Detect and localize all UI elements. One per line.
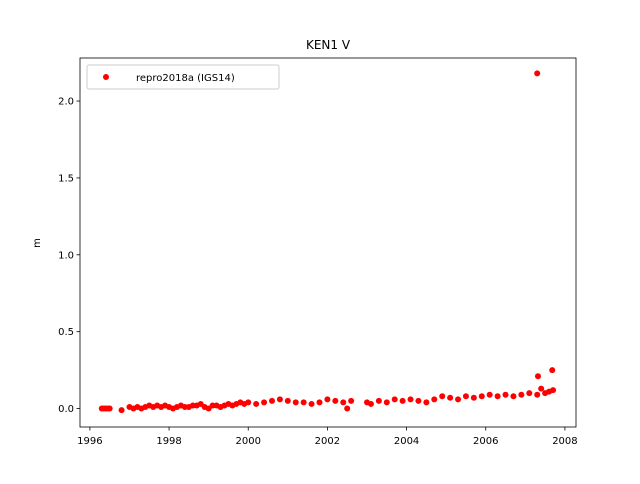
x-tick-label: 1996 — [77, 436, 102, 447]
data-point — [284, 397, 291, 404]
data-point — [348, 397, 355, 404]
data-point — [470, 394, 477, 401]
data-point — [375, 397, 382, 404]
data-point — [549, 367, 556, 374]
y-tick-label: 1.5 — [58, 173, 74, 184]
data-point — [462, 393, 469, 400]
data-point — [391, 396, 398, 403]
data-point — [478, 393, 485, 400]
data-point — [455, 396, 462, 403]
x-tick-label: 2004 — [394, 436, 419, 447]
data-point — [494, 393, 501, 400]
chart-title: KEN1 V — [306, 38, 351, 52]
data-point — [439, 393, 446, 400]
data-point — [118, 407, 125, 414]
data-point — [407, 396, 414, 403]
data-point — [510, 393, 517, 400]
data-point — [447, 394, 454, 401]
y-tick-label: 0.0 — [58, 404, 74, 415]
y-tick-label: 1.0 — [58, 250, 74, 261]
data-point — [534, 373, 541, 380]
data-point — [550, 387, 557, 394]
legend-marker — [103, 74, 109, 80]
data-point — [344, 405, 351, 412]
data-point — [324, 396, 331, 403]
y-tick-label: 0.5 — [58, 327, 74, 338]
data-point — [399, 397, 406, 404]
data-point — [276, 396, 283, 403]
data-point — [308, 400, 315, 407]
y-axis-label: m — [32, 238, 43, 248]
legend-box — [86, 64, 280, 90]
data-point — [526, 390, 533, 397]
x-tick-label: 2000 — [236, 436, 261, 447]
data-point — [340, 399, 347, 406]
data-point — [534, 70, 541, 77]
plot-frame — [79, 57, 577, 428]
data-point — [518, 391, 525, 398]
data-point — [245, 399, 252, 406]
data-point — [261, 399, 268, 406]
legend-label: repro2018a (IGS14) — [136, 73, 235, 84]
data-point — [431, 396, 438, 403]
data-point — [300, 399, 307, 406]
data-point — [383, 399, 390, 406]
data-point — [106, 405, 113, 412]
data-point — [538, 385, 545, 392]
x-tick-label: 1998 — [156, 436, 181, 447]
data-point — [268, 397, 275, 404]
data-point — [332, 397, 339, 404]
y-tick-label: 2.0 — [58, 97, 74, 108]
data-point — [423, 399, 430, 406]
data-point — [292, 399, 299, 406]
data-point — [415, 397, 422, 404]
data-point — [534, 391, 541, 398]
data-point — [502, 391, 509, 398]
x-tick-label: 2002 — [315, 436, 340, 447]
data-point — [367, 400, 374, 407]
data-point — [316, 399, 323, 406]
x-tick-label: 2008 — [552, 436, 577, 447]
data-point — [486, 391, 493, 398]
data-point — [253, 400, 260, 407]
x-tick-label: 2006 — [473, 436, 498, 447]
